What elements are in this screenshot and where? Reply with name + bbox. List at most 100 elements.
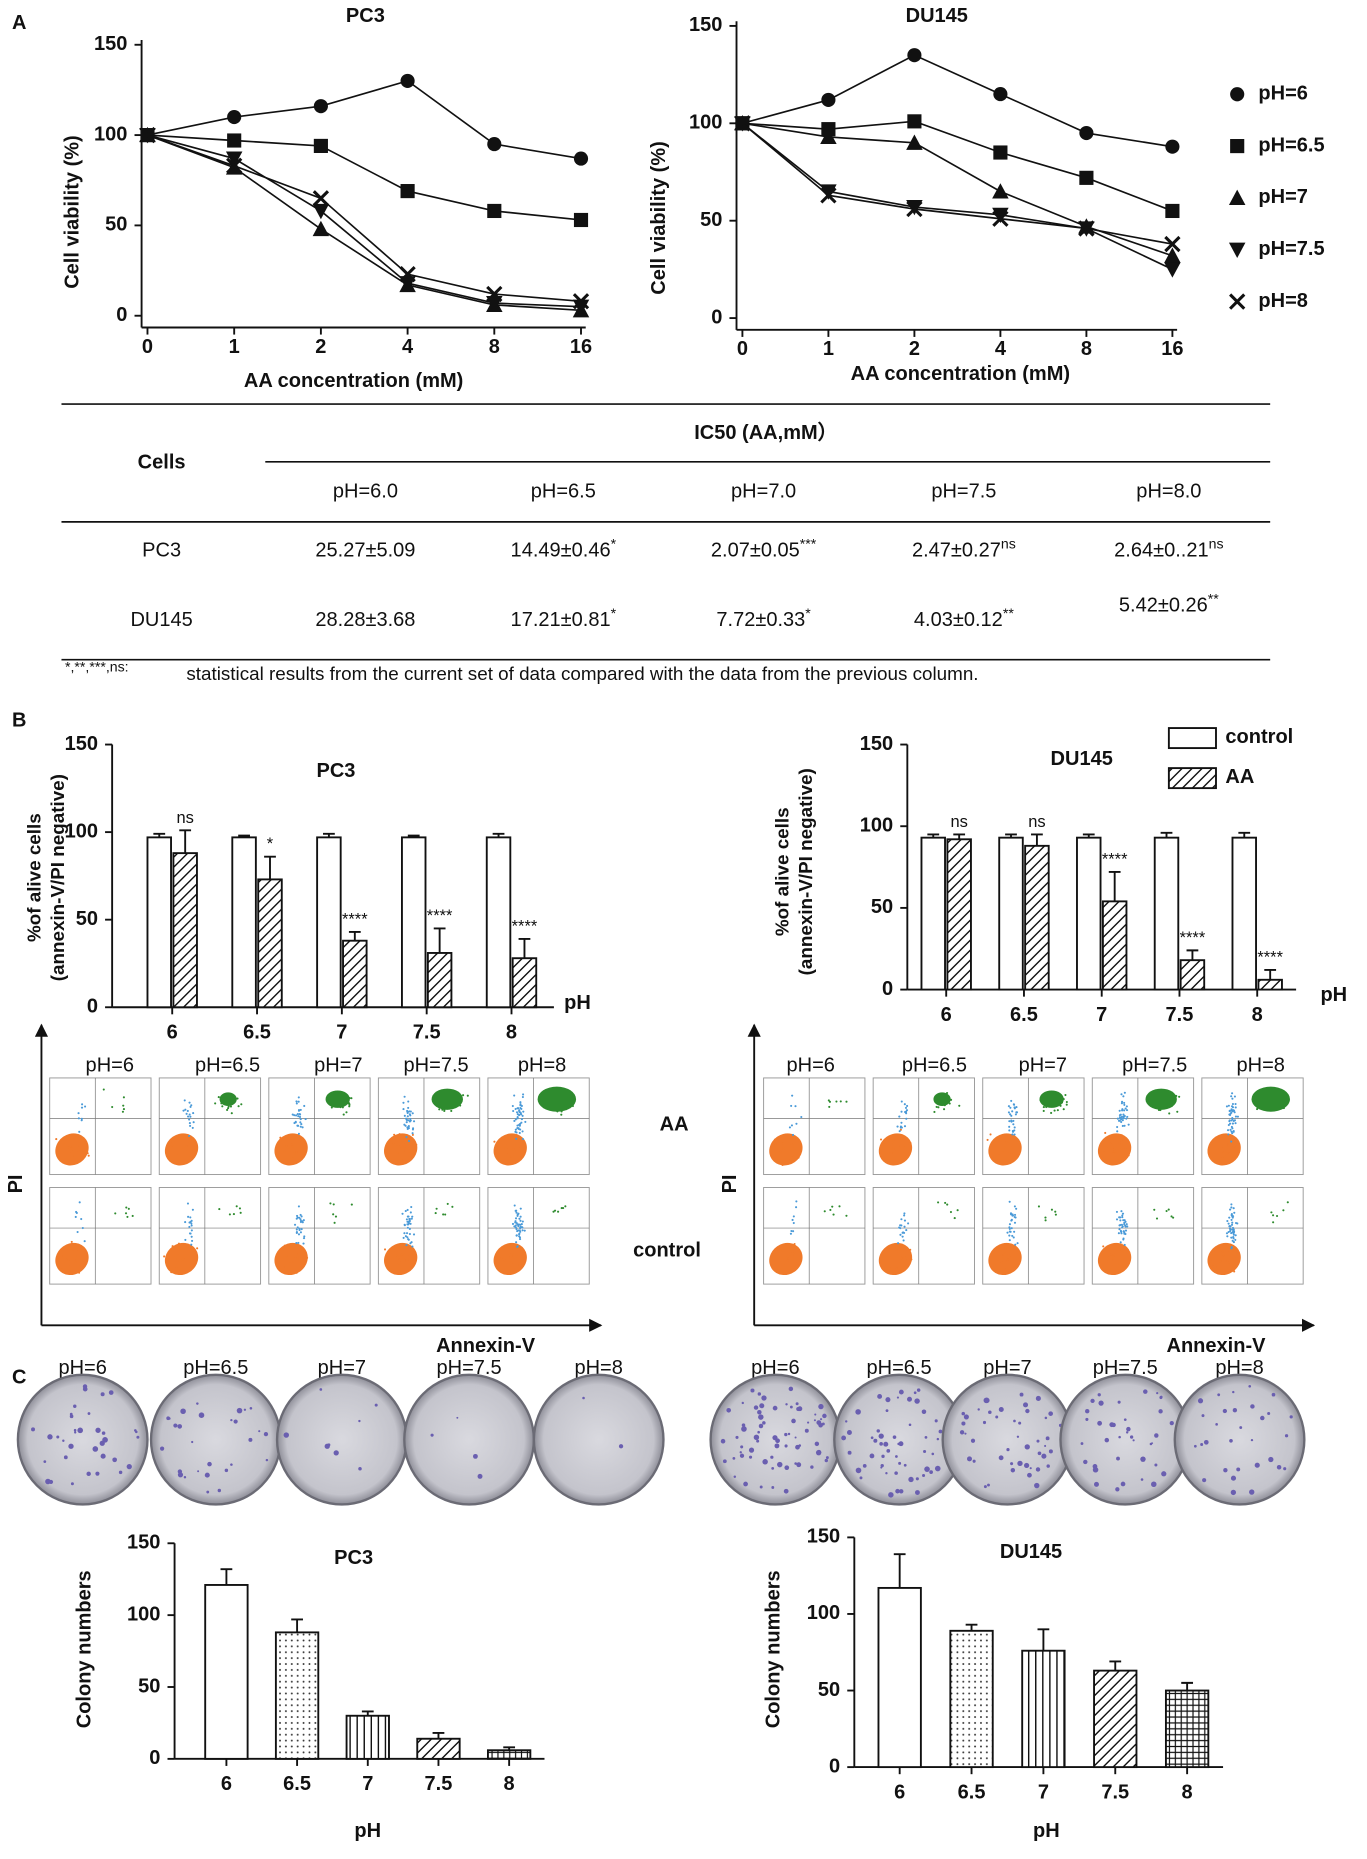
- event: [1233, 1111, 1236, 1114]
- event: [789, 1232, 792, 1235]
- bar: [146, 836, 172, 1009]
- event: [114, 1212, 117, 1215]
- error-bar: [1082, 833, 1095, 838]
- colony: [1201, 1414, 1205, 1418]
- event: [406, 1109, 409, 1113]
- event: [522, 1110, 525, 1113]
- bar: [877, 1586, 922, 1769]
- colony: [753, 1405, 759, 1410]
- colony: [1046, 1464, 1050, 1468]
- colony: [788, 1386, 794, 1392]
- marker: [227, 109, 242, 125]
- event: [1011, 1129, 1014, 1133]
- colony: [1019, 1392, 1024, 1397]
- x-tick-label: 1: [823, 338, 834, 360]
- event: [334, 1215, 338, 1218]
- table-column-header: pH=8.0: [1136, 481, 1201, 503]
- event: [183, 1258, 186, 1261]
- plate-label: pH=6: [751, 1357, 799, 1379]
- event: [895, 1267, 898, 1270]
- colony: [319, 1388, 323, 1391]
- significance-label: ****: [512, 918, 538, 936]
- event: [405, 1232, 409, 1235]
- event: [279, 1146, 282, 1149]
- legend-marker: [1229, 293, 1246, 310]
- event: [411, 1133, 414, 1136]
- bar: [1164, 1689, 1210, 1769]
- event: [839, 1100, 842, 1103]
- y-axis-label: Colony numbers: [762, 1570, 784, 1728]
- y-axis-label: (annexin-V/PI negative): [47, 774, 68, 981]
- event: [1232, 1130, 1235, 1133]
- colony: [869, 1453, 875, 1459]
- significance-label: ****: [1180, 929, 1206, 947]
- event: [1211, 1265, 1214, 1268]
- event: [1001, 1149, 1005, 1152]
- y-tick-label: 150: [807, 1526, 840, 1548]
- colony: [878, 1433, 884, 1439]
- event: [790, 1149, 793, 1152]
- event: [1123, 1091, 1126, 1094]
- event: [78, 1130, 81, 1133]
- error-bar: [433, 927, 446, 953]
- colony: [916, 1388, 921, 1392]
- y-tick-label: 0: [87, 996, 98, 1018]
- event: [996, 1157, 999, 1160]
- flow-plot: [1201, 1187, 1304, 1285]
- event: [518, 1236, 522, 1239]
- event: [794, 1251, 797, 1254]
- event: [70, 1240, 73, 1243]
- event: [1232, 1231, 1236, 1234]
- event: [1013, 1106, 1016, 1109]
- event: [1214, 1265, 1217, 1268]
- y-tick-label: 100: [807, 1602, 840, 1624]
- marker: [1165, 203, 1180, 219]
- event: [194, 1145, 197, 1149]
- colony: [183, 1475, 187, 1479]
- event: [900, 1100, 903, 1103]
- colony: [1230, 1489, 1237, 1496]
- table-column-header: pH=7.0: [731, 481, 796, 503]
- x-tick-label: 8: [489, 336, 500, 358]
- colony: [1143, 1389, 1148, 1394]
- significance-label: *: [267, 835, 274, 853]
- event: [415, 1143, 418, 1146]
- bar: [1257, 978, 1283, 991]
- table-cell: 5.42±0.26**: [1119, 590, 1219, 617]
- colony: [1197, 1398, 1204, 1404]
- event: [1226, 1260, 1229, 1263]
- event: [1009, 1213, 1013, 1216]
- event: [1044, 1219, 1047, 1222]
- cell-value: 7.72±0.33: [716, 609, 805, 631]
- colony: [877, 1393, 883, 1399]
- colony: [914, 1398, 920, 1404]
- colony: [995, 1415, 999, 1419]
- series-line: [147, 134, 582, 221]
- colony: [758, 1423, 764, 1429]
- event: [1229, 1122, 1232, 1125]
- event: [292, 1256, 295, 1259]
- event: [786, 1256, 790, 1260]
- colony: [885, 1397, 891, 1403]
- event: [289, 1147, 292, 1150]
- event: [1104, 1131, 1107, 1135]
- event: [1008, 1140, 1011, 1143]
- event: [1231, 1221, 1234, 1224]
- event: [1101, 1258, 1104, 1261]
- event: [189, 1124, 192, 1127]
- colony: [720, 1438, 726, 1444]
- event: [229, 1105, 233, 1108]
- event: [1118, 1216, 1121, 1219]
- event: [993, 1142, 996, 1145]
- event: [76, 1144, 79, 1147]
- event: [511, 1146, 514, 1149]
- event: [396, 1143, 399, 1146]
- colony: [761, 1395, 767, 1401]
- colony: [1111, 1422, 1116, 1428]
- event: [509, 1259, 512, 1262]
- event: [505, 1142, 509, 1145]
- table-cell: 2.64±0..21ns: [1114, 535, 1223, 562]
- colony: [1115, 1487, 1120, 1492]
- colony: [73, 1428, 77, 1432]
- colony: [1029, 1467, 1032, 1470]
